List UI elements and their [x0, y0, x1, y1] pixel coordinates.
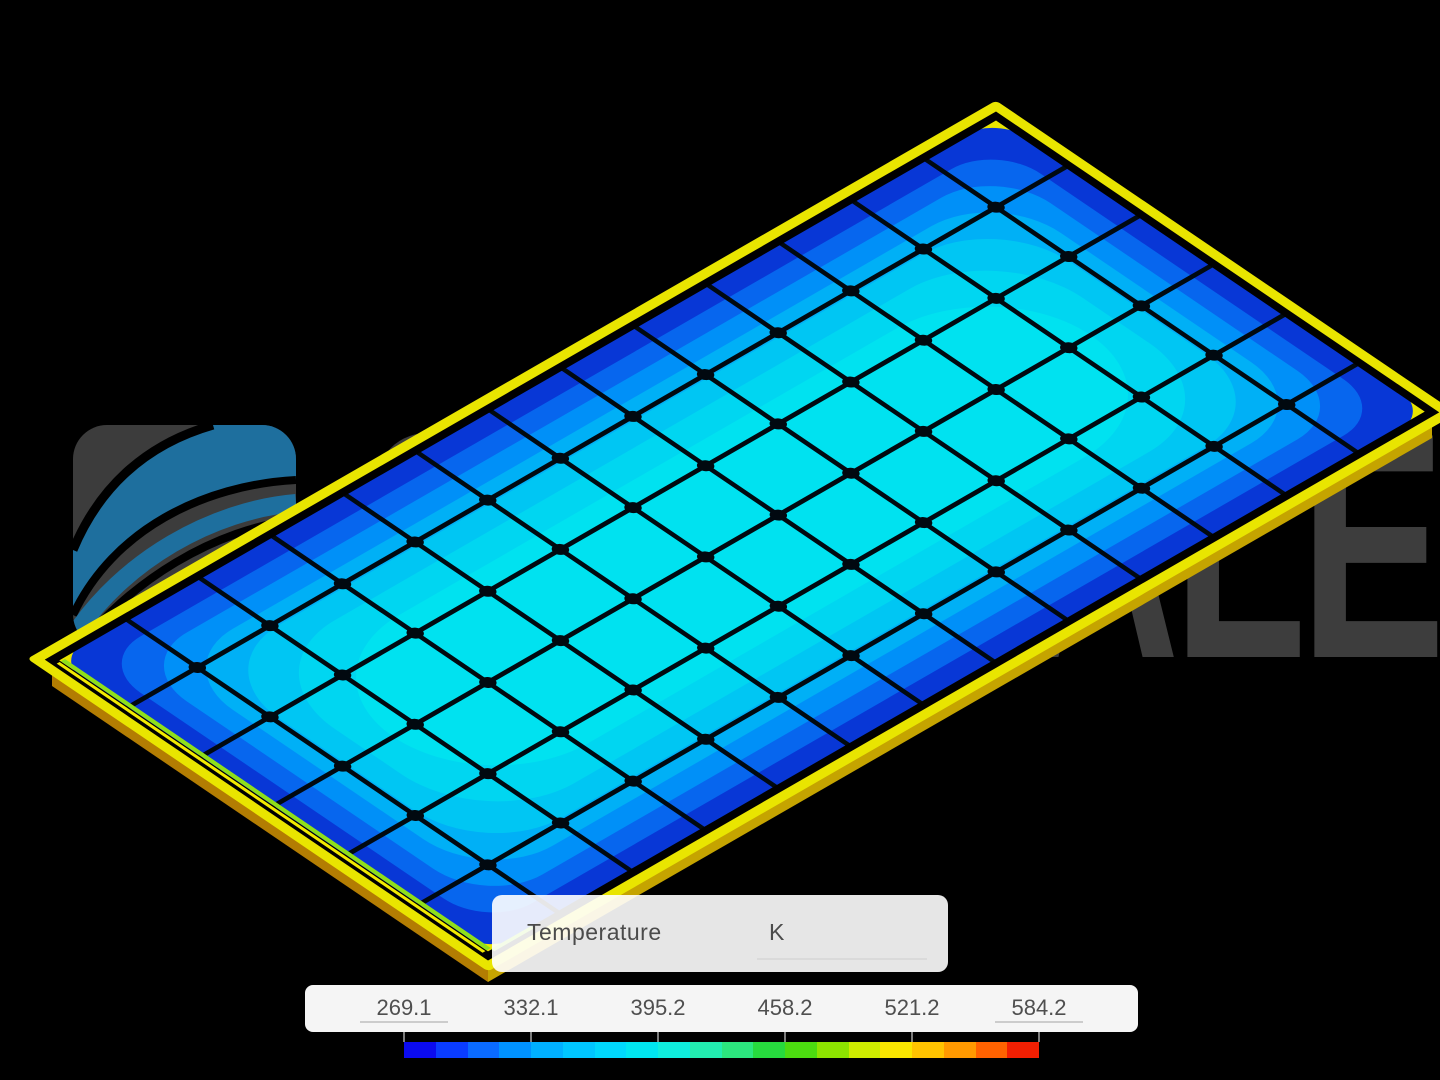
legend-field-underline	[995, 1021, 1083, 1023]
legend-major-tick	[530, 1032, 532, 1042]
colorbar-segment-7	[626, 1042, 658, 1058]
colorbar-segment-2	[467, 1042, 500, 1058]
legend-major-tick	[657, 1032, 659, 1042]
legend-field-underline	[360, 1021, 448, 1023]
colorbar-segment-13	[816, 1042, 849, 1058]
temperature-label: Temperature	[527, 919, 662, 945]
colorbar-segment-19	[1007, 1042, 1039, 1058]
colorbar-segment-6	[594, 1042, 627, 1058]
colorbar-segment-0	[404, 1042, 436, 1058]
colorbar-segment-17	[943, 1042, 976, 1058]
colorbar-segment-15	[880, 1042, 912, 1058]
legend-scale-box	[305, 985, 1138, 1032]
colorbar-segment-4	[531, 1042, 563, 1058]
legend-major-tick	[1038, 1032, 1040, 1042]
colorbar-segment-8	[658, 1042, 690, 1058]
colorbar-segment-14	[848, 1042, 881, 1058]
legend-major-tick	[911, 1032, 913, 1042]
colorbar-segment-5	[562, 1042, 595, 1058]
colorbar-segment-18	[975, 1042, 1008, 1058]
legend-major-tick	[784, 1032, 786, 1042]
colorbar-segment-9	[689, 1042, 722, 1058]
legend-tick-label-1: 332.1	[503, 995, 559, 1020]
colorbar-segment-1	[435, 1042, 468, 1058]
legend-tick-label-4: 521.2	[884, 995, 940, 1020]
colorbar-segment-12	[785, 1042, 817, 1058]
legend-min-field[interactable]: 269.1	[376, 995, 432, 1020]
legend-tick-label-2: 395.2	[630, 995, 686, 1020]
temperature-unit-field[interactable]: K	[769, 919, 785, 945]
colorbar	[404, 1042, 1039, 1058]
legend-max-field[interactable]: 584.2	[1011, 995, 1067, 1020]
colorbar-segment-16	[912, 1042, 944, 1058]
legend-major-tick	[403, 1032, 405, 1042]
panel-side-right-bottom	[488, 425, 1432, 982]
solar-panel-model	[29, 101, 1440, 982]
legend-tick-label-3: 458.2	[757, 995, 813, 1020]
colorbar-segment-10	[721, 1042, 754, 1058]
temperature-unit-underline	[757, 958, 927, 960]
temperature-legend-header: Temperature K	[492, 895, 948, 972]
panel-side-left-bottom	[52, 673, 488, 982]
colorbar-segment-3	[499, 1042, 531, 1058]
colorbar-segment-11	[753, 1042, 785, 1058]
cell-grid-intersections	[188, 201, 1296, 871]
